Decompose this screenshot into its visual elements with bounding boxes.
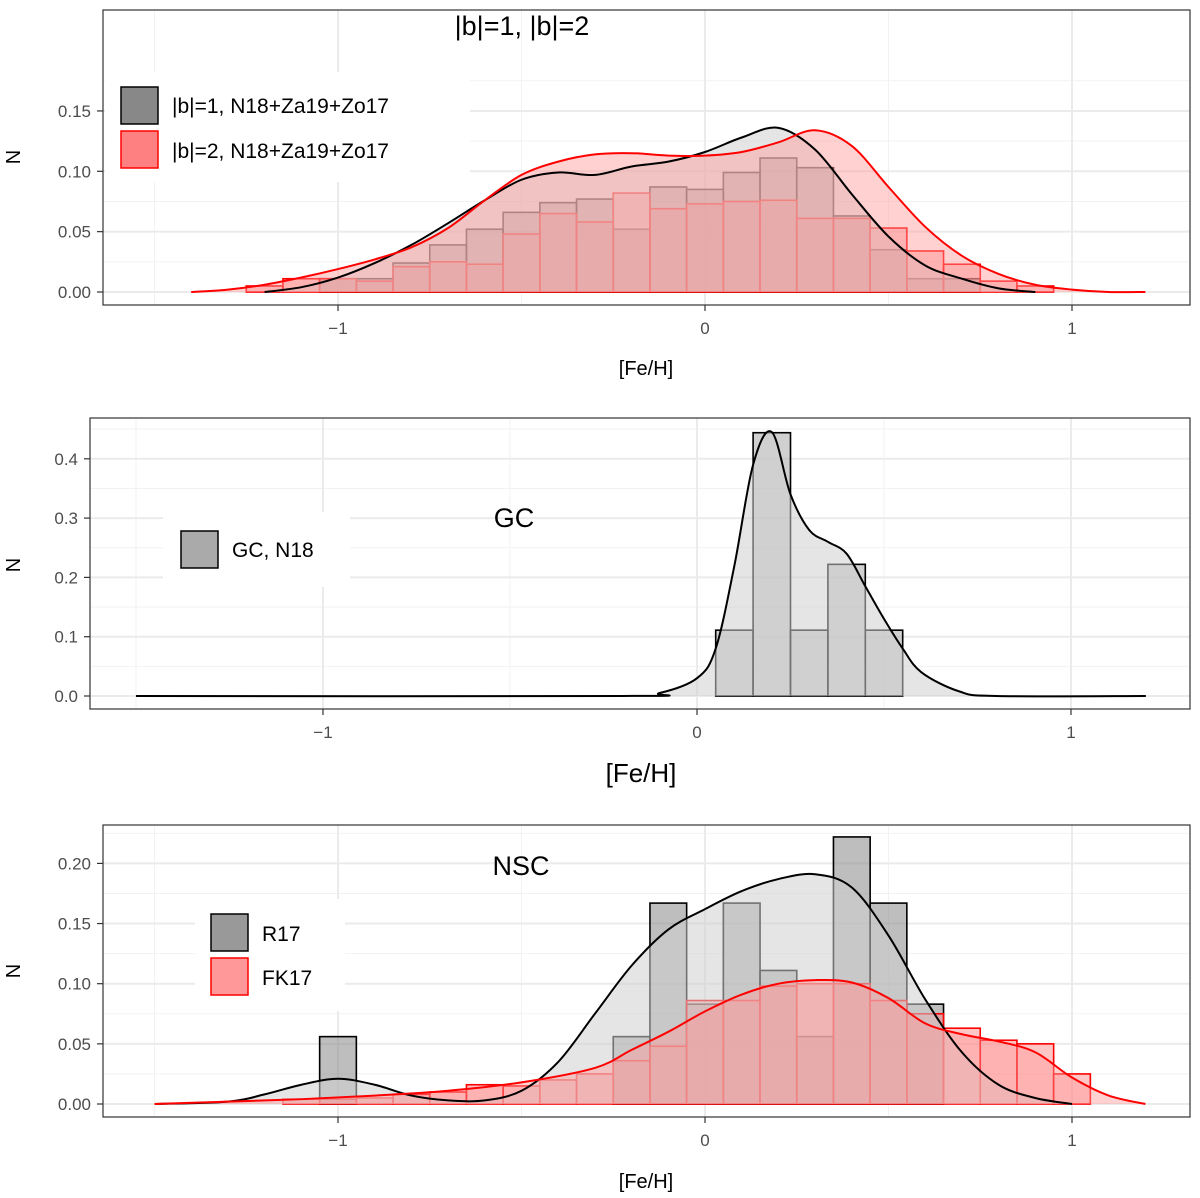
x-tick-label: −1	[328, 1131, 347, 1150]
density-line-0	[154, 872, 1073, 1105]
y-tick-label: 0.2	[54, 568, 78, 587]
legend-label-b2: |b|=2, N18+Za19+Zo17	[172, 140, 389, 163]
panel-3-axis-ticks: −1 0 1 0.00 0.05 0.10 0.15 0.20	[58, 854, 1077, 1150]
legend-swatch-b2	[120, 130, 159, 169]
y-tick-label: 0.15	[58, 915, 91, 934]
panel-3-density-curves	[154, 872, 1146, 1105]
density-line-0	[135, 430, 1146, 698]
panel-1-title-background	[105, 3, 135, 41]
panel-1-axis-ticks: −1 0 1 0.00 0.05 0.10 0.15	[58, 102, 1077, 338]
y-tick-label: 0.4	[54, 450, 78, 469]
density-line-1	[191, 129, 1146, 294]
x-tick-label: 1	[1067, 1131, 1076, 1150]
panel-2-density-curves	[135, 430, 1146, 698]
legend-label-fk17: FK17	[262, 967, 312, 990]
legend-swatch-r17	[210, 913, 249, 952]
y-tick-label: 0.20	[58, 854, 91, 873]
x-tick-label: 0	[700, 1131, 709, 1150]
legend-label-r17: R17	[262, 923, 301, 946]
x-tick-label: 0	[692, 723, 701, 742]
y-tick-label: 0.05	[58, 223, 91, 242]
panel-1: −1 0 1 0.00 0.05 0.10 0.15 |b|=1, |b|=2 [Fe/H]…	[3, 3, 1191, 380]
x-tick-label: −1	[328, 319, 347, 338]
panel-3-x-axis-title: [Fe/H]	[619, 1171, 673, 1193]
panel-2-legend: GC, N18	[180, 530, 314, 569]
y-tick-label: 0.1	[54, 628, 78, 647]
panel-3-y-axis-title: N	[3, 964, 25, 978]
density-area-0	[154, 873, 1072, 1104]
density-area-0	[264, 127, 1036, 292]
y-tick-label: 0.05	[58, 1035, 91, 1054]
panel-3-title: NSC	[492, 851, 549, 881]
panel-1-title: |b|=1, |b|=2	[455, 11, 590, 41]
density-line-1	[154, 978, 1146, 1105]
x-tick-label: −1	[313, 723, 332, 742]
y-tick-label: 0.10	[58, 162, 91, 181]
legend-swatch-gc	[180, 530, 219, 569]
legend-label-b1: |b|=1, N18+Za19+Zo17	[172, 95, 389, 118]
panel-2-x-axis-title: [Fe/H]	[606, 758, 677, 788]
panel-1-x-axis-title: [Fe/H]	[619, 358, 673, 380]
panel-1-density-curves	[191, 126, 1146, 294]
panel-3-legend: R17 FK17	[210, 913, 312, 996]
panel-2-y-axis-title: N	[3, 558, 25, 572]
x-tick-label: 1	[1067, 319, 1076, 338]
y-tick-label: 0.00	[58, 283, 91, 302]
panel-2-title: GC	[494, 503, 535, 533]
legend-swatch-b1	[120, 86, 159, 125]
y-tick-label: 0.00	[58, 1095, 91, 1114]
panel-1-legend-background	[105, 72, 470, 182]
panel-3: −1 0 1 0.00 0.05 0.10 0.15 0.20 NSC [Fe/H] N R1…	[3, 824, 1191, 1193]
panel-2-frame	[89, 417, 1191, 710]
y-tick-label: 0.0	[54, 687, 78, 706]
legend-label-gc: GC, N18	[232, 539, 314, 562]
y-tick-label: 0.10	[58, 975, 91, 994]
x-tick-label: 0	[700, 319, 709, 338]
panel-1-frame	[102, 9, 1191, 306]
legend-swatch-fk17	[210, 957, 249, 996]
panel-3-frame	[102, 824, 1191, 1118]
panel-2: −1 0 1 0.0 0.1 0.2 0.3 0.4 GC [Fe/H] N GC, N18	[3, 417, 1191, 788]
y-tick-label: 0.15	[58, 102, 91, 121]
x-tick-label: 1	[1066, 723, 1075, 742]
panel-1-y-axis-title: N	[3, 150, 25, 164]
panel-2-axis-ticks: −1 0 1 0.0 0.1 0.2 0.3 0.4	[54, 450, 1075, 742]
panel-1-legend: |b|=1, N18+Za19+Zo17 |b|=2, N18+Za19+Zo1…	[120, 86, 389, 169]
y-tick-label: 0.3	[54, 509, 78, 528]
